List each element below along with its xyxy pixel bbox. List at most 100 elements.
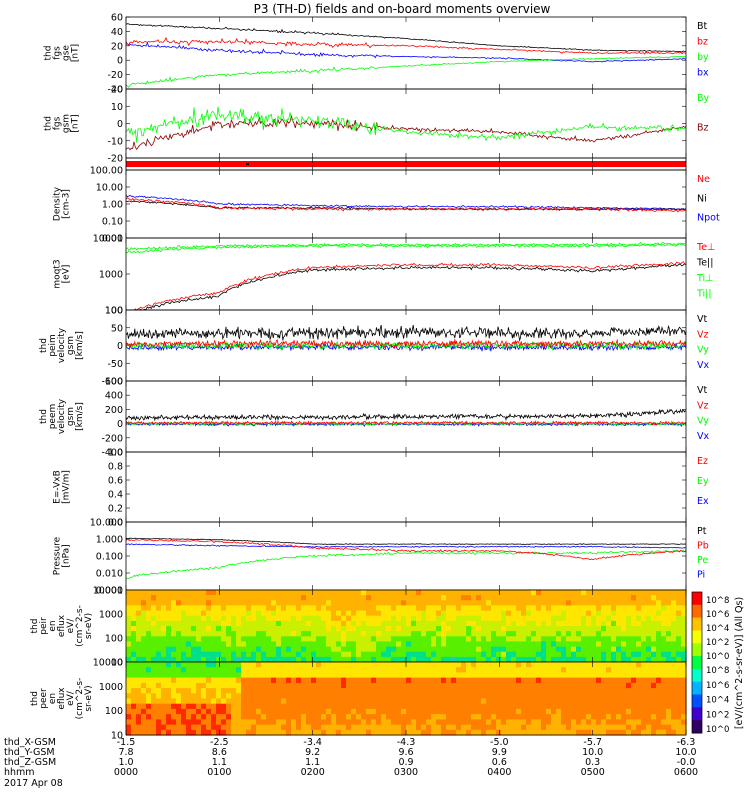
spectrogram-cell (281, 590, 287, 596)
spectrogram-cell (631, 600, 637, 606)
spectrogram-cell (181, 703, 187, 710)
spectrogram-cell (396, 620, 402, 627)
spectrogram-cell (631, 636, 637, 642)
spectrogram-cell (276, 626, 282, 632)
spectrogram-cell (341, 595, 347, 601)
spectrogram-cell (291, 719, 297, 726)
spectrogram-cell (361, 729, 367, 736)
panel-frame (125, 169, 687, 239)
spectrogram-cell (301, 600, 307, 606)
spectrogram-cell (536, 698, 542, 705)
spectrogram-cell (306, 651, 312, 658)
spectrogram-cell (491, 626, 497, 632)
spectrogram-cell (451, 641, 457, 648)
spectrogram-cell (541, 672, 547, 679)
spectrogram-cell (516, 667, 522, 673)
spectrogram-cell (681, 636, 687, 642)
spectrogram-cell (491, 631, 497, 637)
spectrogram-cell (286, 708, 292, 715)
legend-entry: Vt (697, 314, 707, 325)
spectrogram-cell (596, 724, 602, 731)
spectrogram-cell (256, 693, 262, 700)
spectrogram-cell (491, 646, 497, 653)
spectrogram-cell (556, 719, 562, 726)
spectrogram-cell (641, 703, 647, 710)
spectrogram-cell (591, 703, 597, 710)
spectrogram-cell (241, 600, 247, 606)
spectrogram-cell (451, 600, 457, 606)
spectrogram-cell (651, 636, 657, 642)
spectrogram-cell (261, 636, 267, 642)
spectrogram-cell (576, 677, 582, 684)
spectrogram-cell (586, 719, 592, 726)
spectrogram-cell (451, 688, 457, 694)
colorbar-frame (691, 591, 703, 734)
spectrogram-cell (471, 651, 477, 658)
spectrogram-cell (566, 703, 572, 710)
spectrogram-cell (651, 729, 657, 736)
spectrogram-cell (236, 729, 242, 736)
spectrogram-cell (566, 590, 572, 596)
spectrogram-cell (236, 605, 242, 612)
spectrogram-cell (216, 615, 222, 622)
spectrogram-cell (411, 610, 417, 617)
spectrogram-cell (511, 600, 517, 606)
spectrogram-cell (286, 703, 292, 710)
colorbar-tick-label: 10^4 (706, 624, 729, 634)
spectrogram-cell (376, 610, 382, 617)
spectrogram-cell (186, 662, 192, 668)
spectrogram-cell (466, 610, 472, 617)
spectrogram-cell (281, 651, 287, 658)
spectrogram-cell (471, 729, 477, 736)
spectrogram-cell (331, 600, 337, 606)
spectrogram-cell (351, 719, 357, 726)
spectrogram-cell (446, 693, 452, 700)
spectrogram-cell (626, 708, 632, 715)
spectrogram-cell (406, 662, 412, 668)
spectrogram-cell (496, 636, 502, 642)
spectrogram-cell (576, 693, 582, 700)
spectrogram-cell (166, 708, 172, 715)
spectrogram-cell (226, 605, 232, 612)
spectrogram-cell (421, 672, 427, 679)
spectrogram-cell (636, 703, 642, 710)
spectrogram-cell (366, 667, 372, 673)
spectrogram-cell (421, 605, 427, 612)
spectrogram-cell (561, 656, 567, 663)
spectrogram-cell (631, 667, 637, 673)
spectrogram-cell (201, 595, 207, 601)
spectrogram-cell (596, 646, 602, 653)
spectrogram-cell (351, 605, 357, 612)
spectrogram-cell (221, 698, 227, 705)
spectrogram-cell (541, 600, 547, 606)
spectrogram-cell (126, 708, 132, 715)
spectrogram-cell (551, 615, 557, 622)
spectrogram-cell (476, 672, 482, 679)
spectrogram-cell (286, 693, 292, 700)
spectrogram-cell (141, 682, 147, 689)
spectrogram-cell (301, 662, 307, 668)
spectrogram-cell (311, 636, 317, 642)
spectrogram-cell (566, 605, 572, 612)
spectrogram-cell (366, 615, 372, 622)
spectrogram-cell (641, 631, 647, 637)
spectrogram-cell (621, 626, 627, 632)
spectrogram-cell (231, 626, 237, 632)
spectrogram-cell (321, 595, 327, 601)
spectrogram-cell (171, 646, 177, 653)
spectrogram-cell (201, 703, 207, 710)
spectrogram-cell (171, 636, 177, 642)
spectrogram-cell (186, 656, 192, 663)
spectrogram-cell (141, 703, 147, 710)
spectrogram-cell (481, 698, 487, 705)
spectrogram-cell (496, 719, 502, 726)
spectrogram-cell (261, 600, 267, 606)
spectrogram-cell (521, 729, 527, 736)
spectrogram-cell (181, 714, 187, 720)
spectrogram-cell (281, 631, 287, 637)
spectrogram-cell (636, 688, 642, 694)
spectrogram-cell (676, 651, 682, 658)
spectrogram-cell (391, 672, 397, 679)
spectrogram-cell (436, 590, 442, 596)
